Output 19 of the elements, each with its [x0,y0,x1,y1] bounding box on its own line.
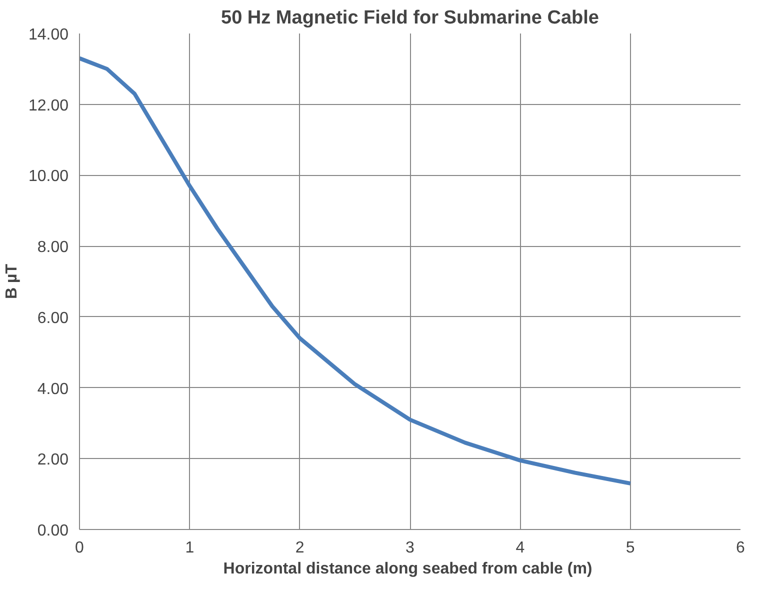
chart-title: 50 Hz Magnetic Field for Submarine Cable [221,8,599,28]
y-axis-title: B µT [3,264,20,299]
x-tick-label: 1 [185,540,194,556]
x-tick-label: 6 [736,540,746,556]
line-series [80,56,632,486]
y-tick-label: 14.00 [28,26,69,44]
x-tick-label: 5 [626,540,635,556]
y-tick-label: 10.00 [28,168,69,186]
y-tick-label: 12.00 [28,97,69,114]
y-tick-label: 6.00 [37,310,69,327]
y-tick-label: 4.00 [37,380,69,398]
y-tick-label: 2.00 [37,452,69,469]
x-tick-label: 4 [516,540,525,556]
y-tick-label: 0.00 [37,522,69,540]
x-tick-label: 0 [75,540,84,556]
x-tick-label: 2 [295,540,304,556]
y-tick-label: 8.00 [37,239,69,256]
x-tick-label: 3 [406,540,415,556]
x-axis-title: Horizontal distance along seabed from cable (m) [223,560,592,578]
